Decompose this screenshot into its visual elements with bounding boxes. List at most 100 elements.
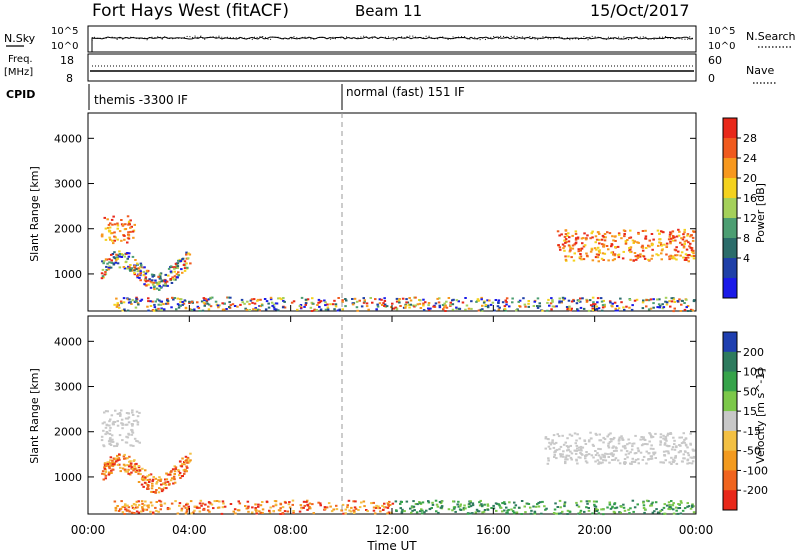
scatter-cell <box>323 299 326 302</box>
scatter-cell <box>643 508 647 511</box>
scatter-cell <box>650 435 653 437</box>
scatter-cell <box>633 461 637 463</box>
scatter-cell <box>606 435 609 438</box>
scatter-cell <box>382 302 385 305</box>
scatter-cell <box>146 504 149 507</box>
scatter-cell <box>628 512 631 515</box>
scatter-cell <box>133 273 137 276</box>
scatter-cell <box>272 505 275 508</box>
scatter-cell <box>111 440 115 443</box>
scatter-cell <box>597 447 600 450</box>
scatter-cell <box>422 304 425 307</box>
scatter-cell <box>207 308 211 311</box>
scatter-cell <box>457 300 460 303</box>
scatter-cell <box>591 443 595 446</box>
scatter-cell <box>597 307 601 310</box>
scatter-cell <box>177 306 181 309</box>
scatter-cell <box>233 305 237 307</box>
scatter-cell <box>462 507 466 510</box>
scatter-cell <box>574 452 578 455</box>
scatter-cell <box>246 507 250 510</box>
scatter-cell <box>362 297 365 300</box>
scatter-cell <box>477 510 481 513</box>
scatter-cell <box>412 505 416 508</box>
scatter-cell <box>142 485 145 488</box>
scatter-cell <box>349 510 353 513</box>
scatter-cell <box>109 437 112 440</box>
scatter-cell <box>675 509 678 512</box>
scatter-cell <box>681 509 685 512</box>
colorbar-segment <box>723 430 737 452</box>
freq-label: Freq. <box>8 54 33 65</box>
scatter-cell <box>652 306 655 309</box>
scatter-cell <box>660 258 663 261</box>
scatter-cell <box>477 299 480 302</box>
scatter-cell <box>553 442 556 445</box>
scatter-cell <box>172 298 175 301</box>
scatter-cell <box>659 443 662 446</box>
scatter-cell <box>568 433 572 436</box>
scatter-cell <box>452 507 456 510</box>
scatter-cell <box>690 249 694 252</box>
scatter-cell <box>182 302 186 305</box>
scatter-cell <box>386 512 389 515</box>
scatter-cell <box>651 501 654 504</box>
scatter-cell <box>346 506 349 509</box>
scatter-cell <box>679 512 683 515</box>
scatter-cell <box>643 511 646 514</box>
scatter-cell <box>111 232 114 235</box>
scatter-cell <box>606 506 609 509</box>
scatter-cell <box>608 503 612 506</box>
scatter-cell <box>598 433 601 436</box>
scatter-cell <box>574 241 578 244</box>
scatter-cell <box>652 302 655 305</box>
scatter-cell <box>373 512 377 515</box>
scatter-cell <box>312 302 315 305</box>
scatter-cell <box>682 233 685 236</box>
colorbar-segment <box>723 450 737 471</box>
scatter-cell <box>645 247 648 249</box>
scatter-cell <box>152 511 155 514</box>
scatter-cell <box>585 300 589 303</box>
scatter-cell <box>555 448 559 451</box>
scatter-cell <box>104 238 108 241</box>
scatter-cell <box>201 309 205 312</box>
scatter-cell <box>123 255 126 258</box>
scatter-cell <box>157 307 160 310</box>
scatter-cell <box>113 303 116 306</box>
scatter-cell <box>558 297 561 300</box>
scatter-cell <box>113 251 116 254</box>
scatter-cell <box>613 458 616 461</box>
scatter-cell <box>572 299 575 302</box>
scatter-cell <box>185 262 188 265</box>
scatter-cell <box>559 248 562 251</box>
scatter-cell <box>589 304 593 307</box>
scatter-cell <box>151 279 154 282</box>
scatter-cell <box>158 273 162 276</box>
scatter-cell <box>601 252 605 255</box>
scatter-cell <box>269 506 272 509</box>
colorbar-tick-label: 100 <box>743 366 764 379</box>
scatter-cell <box>576 236 580 239</box>
scatter-cell <box>116 222 119 225</box>
scatter-cell <box>489 303 493 306</box>
scatter-cell <box>166 473 170 476</box>
scatter-cell <box>121 506 124 508</box>
scatter-cell <box>401 297 405 300</box>
scatter-cell <box>309 306 313 309</box>
scatter-cell <box>383 305 386 307</box>
scatter-cell <box>127 412 131 415</box>
scatter-cell <box>144 280 148 283</box>
colorbar-tick-label: -50 <box>743 445 761 458</box>
scatter-cell <box>682 453 685 456</box>
scatter-cell <box>563 245 566 248</box>
scatter-cell <box>183 299 187 302</box>
scatter-cell <box>388 504 392 506</box>
scatter-cell <box>651 243 654 246</box>
scatter-cell <box>483 300 486 303</box>
scatter-cell <box>159 480 162 482</box>
scatter-cell <box>348 509 351 512</box>
scatter-cell <box>570 458 573 461</box>
scatter-cell <box>413 305 416 308</box>
